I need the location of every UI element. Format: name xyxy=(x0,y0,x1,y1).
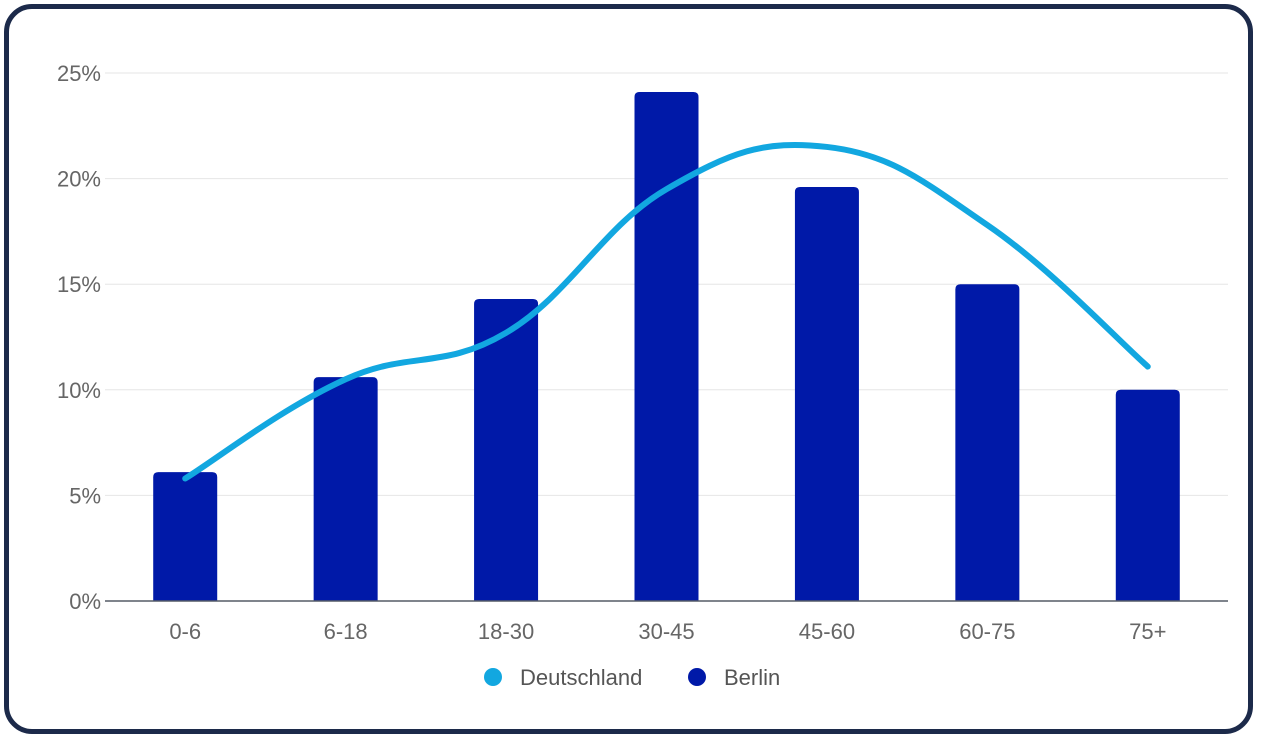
x-tick-label: 18-30 xyxy=(478,619,534,644)
bar-6-18 xyxy=(313,377,378,601)
bar-18-30 xyxy=(474,298,539,601)
bar-60-75 xyxy=(955,284,1020,601)
line-path-deutschland xyxy=(182,142,1151,482)
x-tick-label: 0-6 xyxy=(169,619,201,644)
legend-swatch-berlin xyxy=(688,668,706,686)
legend-label-deutschland: Deutschland xyxy=(520,665,642,690)
bar-0-6 xyxy=(153,472,218,601)
bars-berlin xyxy=(153,92,1180,602)
x-tick-label: 6-18 xyxy=(324,619,368,644)
y-tick-label: 0% xyxy=(69,589,101,614)
x-tick-label: 30-45 xyxy=(638,619,694,644)
axes: 0% 5% 10% 15% 20% 25% 0-6 6-18 18-30 30-45 45-60 60… xyxy=(57,61,1228,644)
y-tick-label: 25% xyxy=(57,61,101,86)
x-tick-label: 75+ xyxy=(1129,619,1166,644)
legend: Deutschland Berlin xyxy=(484,665,780,690)
x-tick-label: 60-75 xyxy=(959,619,1015,644)
y-tick-label: 5% xyxy=(69,483,101,508)
y-tick-label: 20% xyxy=(57,167,101,192)
chart-frame xyxy=(4,4,1253,734)
legend-label-berlin: Berlin xyxy=(724,665,780,690)
bar-45-60 xyxy=(794,187,859,601)
bar-75+ xyxy=(1115,389,1180,601)
x-tick-label: 45-60 xyxy=(799,619,855,644)
bar-30-45 xyxy=(634,92,699,602)
y-tick-label: 15% xyxy=(57,272,101,297)
legend-swatch-deutschland xyxy=(484,668,502,686)
y-tick-label: 10% xyxy=(57,378,101,403)
line-deutschland xyxy=(182,142,1151,482)
